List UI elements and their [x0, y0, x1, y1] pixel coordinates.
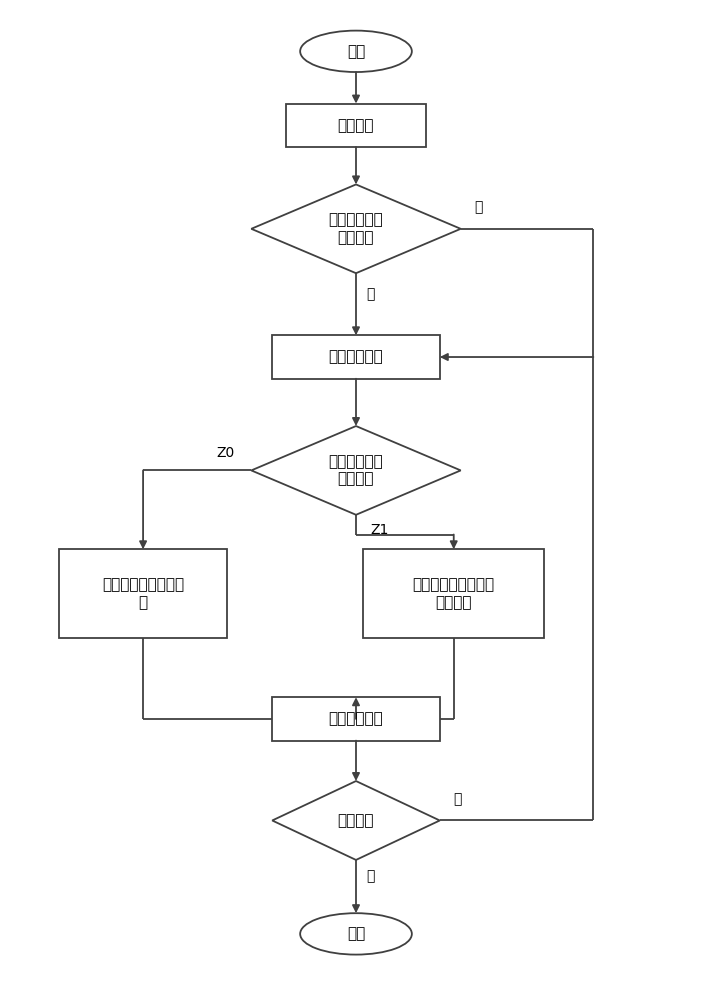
Polygon shape	[251, 426, 461, 515]
Text: Z1: Z1	[370, 523, 388, 537]
Bar	[286, 104, 426, 147]
Ellipse shape	[300, 31, 412, 72]
Text: 否: 否	[454, 792, 462, 806]
Polygon shape	[251, 184, 461, 273]
Bar	[59, 549, 227, 638]
Bar	[363, 549, 545, 638]
Bar	[272, 697, 440, 741]
Text: 是: 是	[367, 870, 375, 884]
Text: 开始: 开始	[347, 44, 365, 59]
Text: 电压检测模块
检测结果: 电压检测模块 检测结果	[329, 213, 383, 245]
Bar	[272, 335, 440, 379]
Text: 转向检测模块
判断转动: 转向检测模块 判断转动	[329, 454, 383, 487]
Ellipse shape	[300, 913, 412, 955]
Text: 相线圈输出电流为单
向: 相线圈输出电流为单 向	[102, 577, 184, 610]
Text: 电源关闭: 电源关闭	[337, 813, 375, 828]
Text: 结束: 结束	[347, 926, 365, 941]
Text: 位置检测模块: 位置检测模块	[329, 350, 383, 365]
Text: Z0: Z0	[216, 446, 234, 460]
Text: 是: 是	[367, 287, 375, 301]
Polygon shape	[272, 781, 440, 860]
Text: 电机旋转控制: 电机旋转控制	[329, 711, 383, 726]
Text: 相线圈同步输入正反
电流流向: 相线圈同步输入正反 电流流向	[413, 577, 495, 610]
Text: 供电模块: 供电模块	[337, 118, 375, 133]
Text: 否: 否	[475, 200, 483, 214]
